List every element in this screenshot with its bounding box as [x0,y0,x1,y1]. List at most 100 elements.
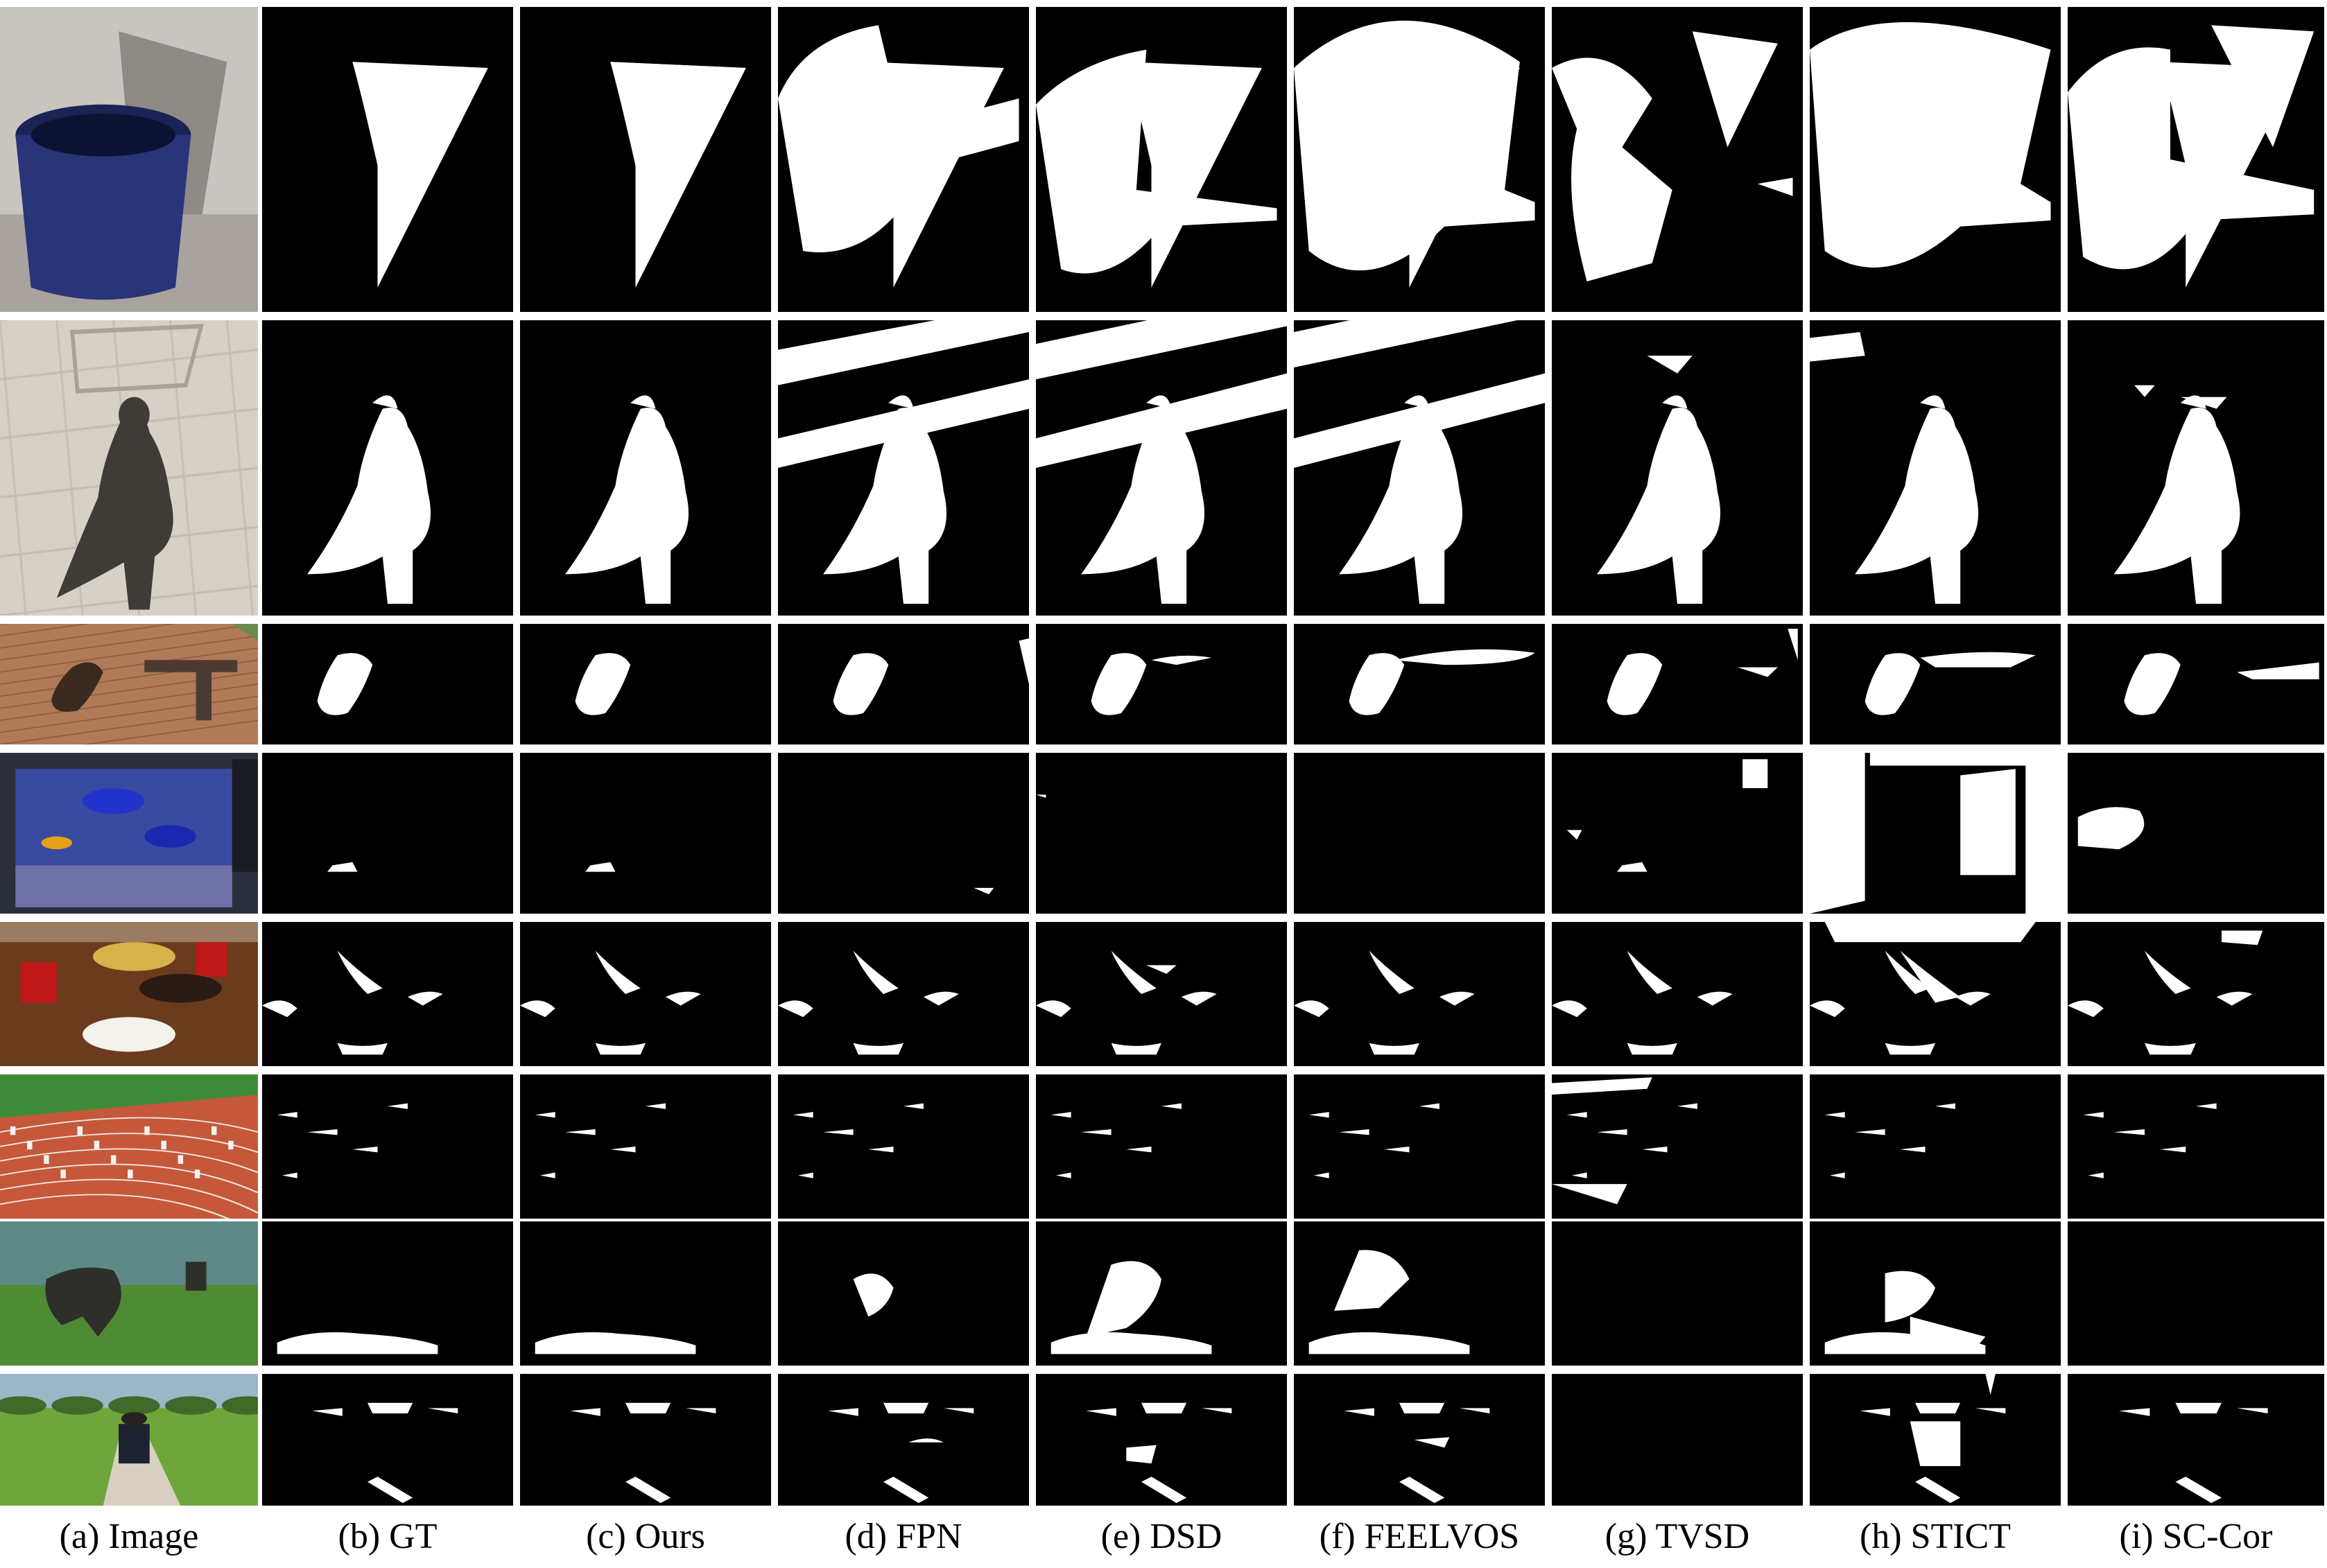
shadow-mask [1810,1074,2061,1219]
shadow-region [1339,408,1463,604]
shadow-region [2124,653,2181,715]
column-label-stict: (h) STICT [1859,1517,2012,1556]
shadow-region [1597,408,1721,604]
shadow-mask [520,1221,771,1366]
mask-background [520,922,771,1066]
shadow-region [1369,1043,1419,1055]
panel-sccor-row-8 [2068,1374,2324,1506]
panel-ours-row-4 [520,753,771,914]
shadow-region [352,1147,378,1153]
panel-ours-row-1 [520,7,771,312]
shadow-mask [1036,922,1287,1066]
shadow-region [1662,395,1688,409]
shadow-region [1869,753,2061,766]
panel-dsd-row-2 [1036,320,1287,616]
panel-sccor-row-4 [2068,753,2324,914]
shadow-mask [262,922,513,1066]
panel-feelvos-row-1 [1294,7,1545,312]
shadow-region [610,1147,636,1153]
shadow-mask [1294,1221,1545,1366]
shadow-region [595,950,641,994]
shadow-region [888,395,914,409]
mask-background [1036,624,1287,744]
shadow-region [1308,1112,1329,1118]
shadow-region [1824,922,2036,943]
shadow-region [1571,1172,1587,1178]
input-image [0,1074,258,1219]
panel-stict-row-1 [1810,7,2061,312]
shadow-region [1985,1374,1996,1395]
panel-tvsd-row-2 [1552,320,1803,616]
mask-background [2068,922,2324,1066]
shadow-mask [262,1374,513,1506]
shadow-region [1086,1261,1161,1337]
shadow-mask [1294,7,1545,312]
mask-background [1294,922,1545,1066]
shadow-region [1399,1402,1445,1413]
panel-sccor-row-3 [2068,624,2324,744]
shadow-mask [1294,1374,1545,1506]
input-image [0,1374,258,1506]
shadow-region [307,408,431,604]
shadow-mask [1036,1074,1287,1219]
shadow-region [1294,373,1545,468]
shadow-region [797,1172,813,1178]
shadow-region [2196,1103,2217,1109]
shadow-region [1294,20,1535,271]
shadow-region [2237,1408,2268,1413]
mask-background [1552,1374,1803,1506]
shadow-region [1019,638,1029,684]
shadow-region [1855,408,1979,604]
shadow-region [367,1476,413,1504]
panel-image-row-3 [0,624,258,744]
shadow-region [833,653,889,715]
shadow-mask [520,7,771,312]
shadow-mask [262,753,513,914]
mask-background [1552,922,1803,1066]
shadow-region [1810,332,1865,362]
shadow-region [630,395,656,409]
shadow-region [1810,753,1865,914]
mask-background [1810,1074,2061,1219]
panel-sccor-row-5 [2068,922,2324,1066]
mask-background [1552,1074,1803,1219]
shadow-region [778,320,1029,385]
shadow-region [2216,991,2253,1006]
shadow-region [427,1408,458,1413]
shadow-region [1146,965,1177,974]
shadow-region [2211,25,2315,148]
input-image [0,1221,258,1366]
panel-image-row-7 [0,1221,258,1366]
shadow-region [367,1402,413,1413]
shadow-region [923,991,959,1006]
panel-ours-row-6 [520,1074,771,1219]
input-image [0,624,258,744]
shadow-mask [1552,1374,1803,1506]
panel-tvsd-row-8 [1552,1374,1803,1506]
panel-sccor-row-1 [2068,7,2324,312]
mask-background [1036,922,1287,1066]
shadow-mask [262,624,513,744]
shadow-region [407,991,443,1006]
shadow-region [1627,1043,1677,1055]
input-image [0,7,258,312]
shadow-mask [1552,320,1803,616]
shadow-mask [2068,1374,2324,1506]
shadow-mask [1552,922,1803,1066]
shadow-mask [1294,320,1545,616]
shadow-region [1036,1000,1071,1018]
panel-image-row-1 [0,7,258,312]
mask-background [778,922,1029,1066]
shadow-region [1036,373,1287,468]
panel-image-row-2 [0,320,258,616]
panel-dsd-row-8 [1036,1374,1287,1506]
panel-image-row-4 [0,753,258,914]
shadow-region [307,1129,338,1135]
shadow-region [1091,653,1147,715]
panel-stict-row-5 [1810,922,2061,1066]
shadow-region [2083,1112,2104,1118]
shadow-region [539,1172,555,1178]
shadow-region [575,653,631,715]
shadow-region [1960,769,2016,876]
